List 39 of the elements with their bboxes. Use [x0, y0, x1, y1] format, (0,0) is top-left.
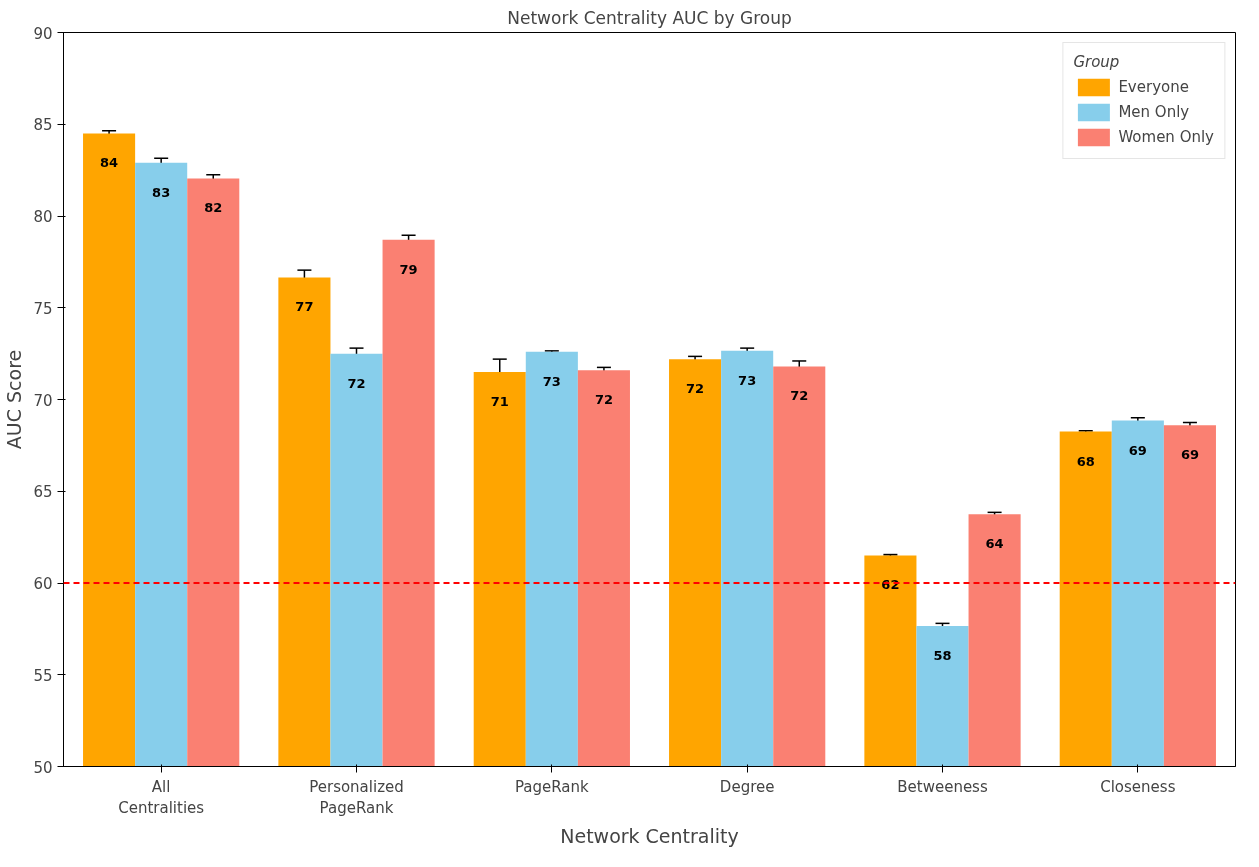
data-label: 73	[738, 372, 757, 388]
data-label: 77	[295, 299, 314, 315]
legend-title: Group	[1073, 53, 1121, 71]
x-axis-title: Network Centrality	[560, 825, 739, 848]
data-label: 79	[399, 261, 418, 277]
y-tick-label: 65	[33, 483, 53, 502]
y-tick-label: 90	[33, 24, 53, 43]
y-tick-label: 70	[33, 391, 53, 410]
x-tick-label: PageRank	[514, 777, 590, 796]
data-label: 83	[152, 184, 171, 200]
data-label: 72	[686, 381, 705, 397]
legend-label: Women Only	[1118, 128, 1214, 146]
data-label: 72	[594, 392, 613, 408]
x-tick-label: Closeness	[1100, 777, 1176, 796]
chart-title: Network Centrality AUC by Group	[507, 7, 792, 28]
data-label: 64	[985, 536, 1004, 552]
y-tick-label: 75	[33, 299, 53, 318]
y-axis-title: AUC Score	[3, 349, 26, 450]
x-tick-label: Degree	[719, 777, 775, 796]
data-label: 73	[542, 373, 561, 389]
data-label: 58	[933, 648, 952, 664]
legend-label: Men Only	[1118, 103, 1190, 121]
y-tick-label: 85	[33, 116, 53, 135]
data-label: 84	[100, 155, 119, 171]
y-tick-label: 50	[33, 758, 53, 777]
y-tick-label: 80	[33, 208, 53, 226]
y-tick-label: 55	[33, 666, 53, 685]
data-label: 72	[347, 375, 366, 391]
data-label: 69	[1180, 447, 1199, 463]
x-tick-label: Personalized PageRank	[309, 777, 404, 818]
y-tick-label: 60	[33, 575, 53, 593]
data-label: 68	[1076, 453, 1095, 469]
data-label: 82	[204, 200, 223, 216]
legend-label: Everyone	[1118, 78, 1189, 96]
data-label: 72	[790, 388, 809, 404]
data-label: 69	[1128, 442, 1147, 458]
data-label: 71	[490, 393, 509, 409]
x-tick-label: Betweeness	[897, 777, 988, 796]
x-tick-label: All Centralities	[118, 777, 205, 818]
